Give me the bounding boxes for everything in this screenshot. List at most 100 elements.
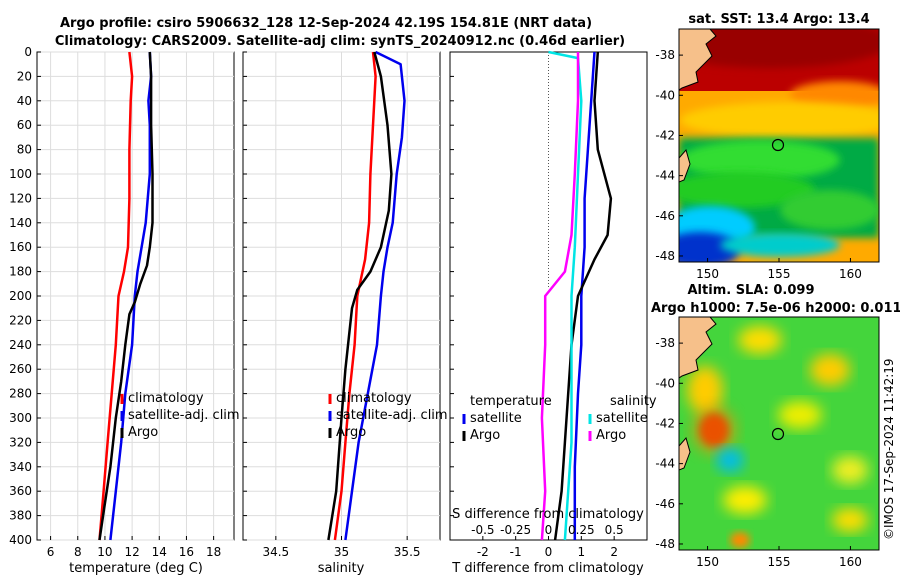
x-tick-label: -1 [510,545,522,559]
salinity-grid [243,51,440,541]
legend-label: Argo [596,428,626,443]
tasmania-coast-sla [679,436,691,471]
series-line-temperature-argo [553,51,613,541]
legend-label: climatology [336,391,412,406]
salinity-legend: climatology satellite-adj. clim Argo [328,391,448,440]
series-line-temperature-satellite [573,51,596,540]
map-x-tick-label: 150 [696,555,719,569]
y-tick-label: 260 [9,362,32,376]
x-tick-label: 18 [206,545,221,559]
y-tick-label: 140 [9,216,32,230]
x-tick-label: 12 [124,545,139,559]
legend-label: climatology [128,391,204,406]
difference-series [540,50,613,541]
x2-tick-label: 0.25 [568,523,595,537]
x-tick-label: 35 [334,545,349,559]
temperature-legend: climatology satellite-adj. clim Argo [120,391,240,440]
difference-axes-box [449,51,648,541]
map-x-tick-label: 155 [768,267,791,281]
sla-map-ticks: 150 155 160 -38 -40 -42 -44 -46 -48 [655,336,861,569]
temperature-panel: 6 8 10 12 14 16 180204060801001201401601802002… [9,45,240,576]
x-tick-label: 2 [610,545,618,559]
x2-tick-label: -0.25 [500,523,531,537]
difference-legend: temperature salinity satellite satellite Arg… [462,394,657,443]
series-line-climatology [98,51,134,541]
x-tick-label: 34.5 [262,545,289,559]
sla-map: Altim. SLA: 0.099 Argo h1000: 7.5e-06 h2… [651,283,900,569]
y-tick-label: 0 [24,45,32,59]
sst-map-ticks: 150 155 160 -38 -40 -42 -44 -46 -48 [655,48,861,281]
sla-map-title-2: Argo h1000: 7.5e-06 h2000: 0.011 [651,301,900,316]
temperature-grid [37,51,234,541]
salinity-ticks: 34.5 35 35.5 [243,51,421,559]
y-tick-label: 20 [17,69,32,83]
y-tick-label: 40 [17,94,32,108]
australia-coast-sst [679,29,717,91]
y-tick-label: 360 [9,484,32,498]
x2-tick-label: -0.5 [471,523,494,537]
series-line-salinity-argo [540,52,580,541]
series-line-argo [98,51,154,541]
x-tick-label: 16 [179,545,194,559]
x-tick-label: 1 [578,545,586,559]
title-line-1: Argo profile: csiro 5906632_128 12-Sep-2… [60,16,592,31]
map-y-tick-label: -38 [655,48,675,62]
y-tick-label: 200 [9,289,32,303]
salinity-xlabel: salinity [318,561,365,576]
y-tick-label: 340 [9,460,32,474]
map-y-tick-label: -42 [655,128,675,142]
imos-timestamp: ©IMOS 17-Sep-2024 11:42:19 [882,358,896,540]
y-tick-label: 120 [9,191,32,205]
temperature-xlabel: temperature (deg C) [69,561,203,576]
x-tick-label: 10 [97,545,112,559]
temperature-ticks: 6 8 10 12 14 16 180204060801001201401601802002… [9,45,221,559]
legend-label: satellite-adj. clim [336,408,448,423]
legend-label: Argo [336,425,366,440]
map-y-tick-label: -40 [655,376,675,390]
map-y-tick-label: -38 [655,336,675,350]
legend-label: satellite [596,411,648,426]
sla-map-title-1: Altim. SLA: 0.099 [688,283,815,298]
map-y-tick-label: -44 [655,457,675,471]
series-line-salinity-satellite [548,50,583,541]
difference-panel: -2 -1 0 1 2 -0.5 -0.25 0 0.25 0.5 temperature sali… [449,50,657,576]
y-tick-label: 180 [9,265,32,279]
salinity-series [327,50,406,541]
difference-s-xlabel: S difference from climatology [452,507,644,522]
x-tick-label: 6 [47,545,55,559]
map-y-tick-label: -40 [655,88,675,102]
y-tick-label: 60 [17,118,32,132]
salinity-panel: 34.5 35 35.5 climatology satellite-adj. cli… [242,50,448,576]
map-y-tick-label: -46 [655,497,675,511]
legend-label: Argo [128,425,158,440]
legend-title-temperature: temperature [470,394,552,409]
map-x-tick-label: 155 [768,555,791,569]
legend-label: satellite-adj. clim [128,408,240,423]
y-tick-label: 220 [9,313,32,327]
map-y-tick-label: -42 [655,416,675,430]
difference-t-xlabel: T difference from climatology [451,561,644,576]
tasmania-coast-sst [679,148,691,183]
x2-tick-label: 0.5 [605,523,624,537]
difference-ticks: -2 -1 0 1 2 -0.5 -0.25 0 0.25 0.5 [450,51,624,559]
x-tick-label: 14 [152,545,167,559]
argo-float-marker-sst [771,138,785,152]
argo-float-marker-sla [771,427,785,441]
map-x-tick-label: 150 [696,267,719,281]
x-tick-label: 8 [74,545,82,559]
legend-label: Argo [470,428,500,443]
x2-tick-label: 0 [545,523,553,537]
y-tick-label: 380 [9,509,32,523]
x-tick-label: 0 [545,545,553,559]
y-tick-label: 280 [9,387,32,401]
sst-map: sat. SST: 13.4 Argo: 13.4 150 155 160 -38 -4… [655,12,880,281]
map-x-tick-label: 160 [839,555,862,569]
x-tick-label: 35.5 [394,545,421,559]
map-y-tick-label: -48 [655,249,675,263]
series-line-satellite-adj-clim [344,50,406,541]
y-tick-label: 320 [9,435,32,449]
y-tick-label: 400 [9,533,32,547]
title-line-2: Climatology: CARS2009. Satellite-adj cli… [55,34,625,49]
x-tick-label: -2 [477,545,489,559]
